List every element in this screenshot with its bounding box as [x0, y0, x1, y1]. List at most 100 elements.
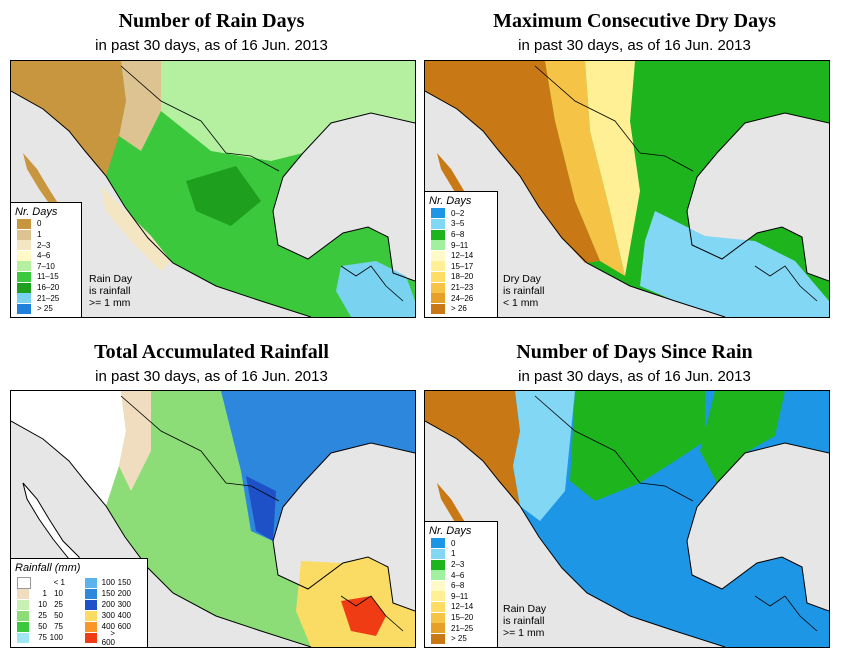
legend-swatch	[431, 591, 445, 602]
legend-range-high: 600	[117, 622, 131, 631]
legend-swatch	[17, 240, 31, 251]
legend-label: > 25	[37, 304, 53, 314]
legend-row: 3–5	[425, 218, 497, 230]
legend-swatch	[17, 218, 31, 229]
legend-label: 15–17	[451, 261, 474, 271]
legend-row: 200 300	[85, 599, 141, 610]
panel-subtitle-total-rainfall: in past 30 days, as of 16 Jun. 2013	[95, 368, 328, 385]
legend-items: 0 1 2–3 4–6 6–8 9–11 12–14 15–20 21–25 > 25	[425, 538, 497, 644]
legend-range-high: 100	[49, 633, 63, 642]
legend-swatch	[431, 601, 445, 612]
legend-swatch	[431, 612, 445, 623]
no-rain-region	[11, 391, 126, 506]
legend-row: 6–8	[425, 580, 497, 591]
legend-swatch	[17, 229, 31, 240]
wet-region	[640, 211, 829, 317]
coastline-pacific	[425, 90, 726, 317]
legend-swatch	[431, 570, 445, 581]
legend-row: 10 25	[17, 599, 75, 610]
wet-region	[336, 261, 415, 317]
legend-swatch	[431, 303, 445, 314]
legend-range-high: < 1	[53, 578, 65, 587]
legend-swatch	[85, 599, 97, 610]
legend-row: > 600	[85, 629, 141, 647]
light-blue-region	[513, 391, 575, 521]
legend-row: 1	[11, 229, 81, 240]
map-total-rainfall	[11, 391, 415, 647]
legend-row: 18–20	[425, 271, 497, 283]
legend-row: < 1	[17, 576, 75, 589]
legend-total-rainfall: Rainfall (mm) < 1 1 10 10 25 25 50 50 75 75 100 10…	[11, 558, 148, 647]
legend-label: 4–6	[37, 251, 51, 261]
very-dry-region	[425, 61, 600, 263]
legend-row: 0–2	[425, 208, 497, 219]
panel-subtitle-dry-days: in past 30 days, as of 16 Jun. 2013	[518, 37, 751, 54]
legend-range-low: 75	[38, 633, 47, 642]
legend-swatch	[431, 623, 445, 634]
legend-swatch	[431, 633, 445, 644]
legend-title: Nr. Days	[429, 525, 472, 538]
legend-title: Nr. Days	[429, 195, 472, 208]
us-border	[120, 395, 280, 502]
legend-swatch	[17, 282, 31, 293]
legend-row: > 25	[425, 633, 497, 644]
coastline-pacific	[425, 420, 726, 647]
legend-swatch	[431, 261, 445, 272]
legend-label: 0	[37, 219, 42, 229]
map-rain-days	[11, 61, 415, 317]
legend-label: 12–14	[451, 602, 474, 612]
legend-row: > 26	[425, 303, 497, 314]
legend-range-low: 100	[101, 578, 115, 587]
legend-column-left: < 1 1 10 10 25 25 50 50 75 75 100	[17, 576, 75, 643]
legend-row: 9–11	[425, 240, 497, 251]
legend-swatch	[431, 538, 445, 549]
legend-row: 150 200	[85, 588, 141, 599]
legend-label: 11–15	[37, 272, 59, 282]
legend-range-low: 50	[38, 622, 47, 631]
legend-swatch	[431, 208, 445, 219]
panel-subtitle-rain-days: in past 30 days, as of 16 Jun. 2013	[95, 37, 328, 54]
legend-label: 1	[451, 549, 456, 559]
coastline-pacific	[11, 90, 312, 317]
note-line: Dry Day	[503, 273, 541, 285]
coastline-pacific	[11, 420, 312, 647]
legend-range-high: 400	[117, 611, 131, 620]
map-panel-total-rainfall: Rainfall (mm) < 1 1 10 10 25 25 50 50 75 75 100 10…	[10, 390, 416, 648]
note-rain-day: Rain Day is rainfall >= 1 mm	[89, 273, 132, 309]
legend-items: 0–2 3–5 6–8 9–11 12–14 15–17 18–20 21–23 24–26 > …	[425, 208, 497, 314]
note-dry-day: Dry Day is rainfall < 1 mm	[503, 273, 544, 309]
green-region	[570, 391, 705, 501]
legend-swatch	[431, 218, 445, 229]
legend-row: 7–10	[11, 261, 81, 272]
legend-row: 1 10	[17, 588, 75, 599]
dry-region	[545, 61, 625, 276]
note-line: >= 1 mm	[89, 297, 131, 309]
note-line: Rain Day	[89, 273, 133, 285]
map-panel-days-since-rain: Nr. Days 0 1 2–3 4–6 6–8 9–11 12–14 15–20 21–25 >…	[424, 390, 830, 648]
legend-dry-days: Nr. Days 0–2 3–5 6–8 9–11 12–14 15–17 18–20 21–…	[425, 191, 498, 317]
legend-row: 21–25	[425, 623, 497, 634]
legend-range-low: > 600	[101, 628, 115, 647]
map-days-since-rain	[425, 391, 829, 647]
legend-row: 0	[425, 538, 497, 549]
legend-label: 0–2	[451, 208, 465, 218]
legend-column-right: 100 150 150 200 200 300 300 400 400 600 > 600	[85, 577, 141, 647]
legend-range-high: 50	[54, 611, 63, 620]
legend-swatch	[17, 632, 29, 643]
legend-swatch	[85, 610, 97, 621]
legend-row: 4–6	[425, 570, 497, 581]
note-line: is rainfall	[89, 285, 131, 297]
legend-swatch	[85, 632, 97, 643]
legend-label: 4–6	[451, 570, 465, 580]
legend-range-high: 300	[117, 600, 131, 609]
legend-row: 100 150	[85, 577, 141, 588]
dark-blue-region	[246, 476, 276, 541]
dark-green-region	[186, 166, 261, 226]
legend-label: 12–14	[451, 251, 474, 261]
us-border	[534, 395, 694, 502]
legend-range-low: 25	[38, 611, 47, 620]
legend-row: 25 50	[17, 610, 75, 621]
legend-label: 7–10	[37, 261, 55, 271]
legend-swatch	[17, 599, 29, 610]
legend-range-high: 150	[117, 578, 131, 587]
